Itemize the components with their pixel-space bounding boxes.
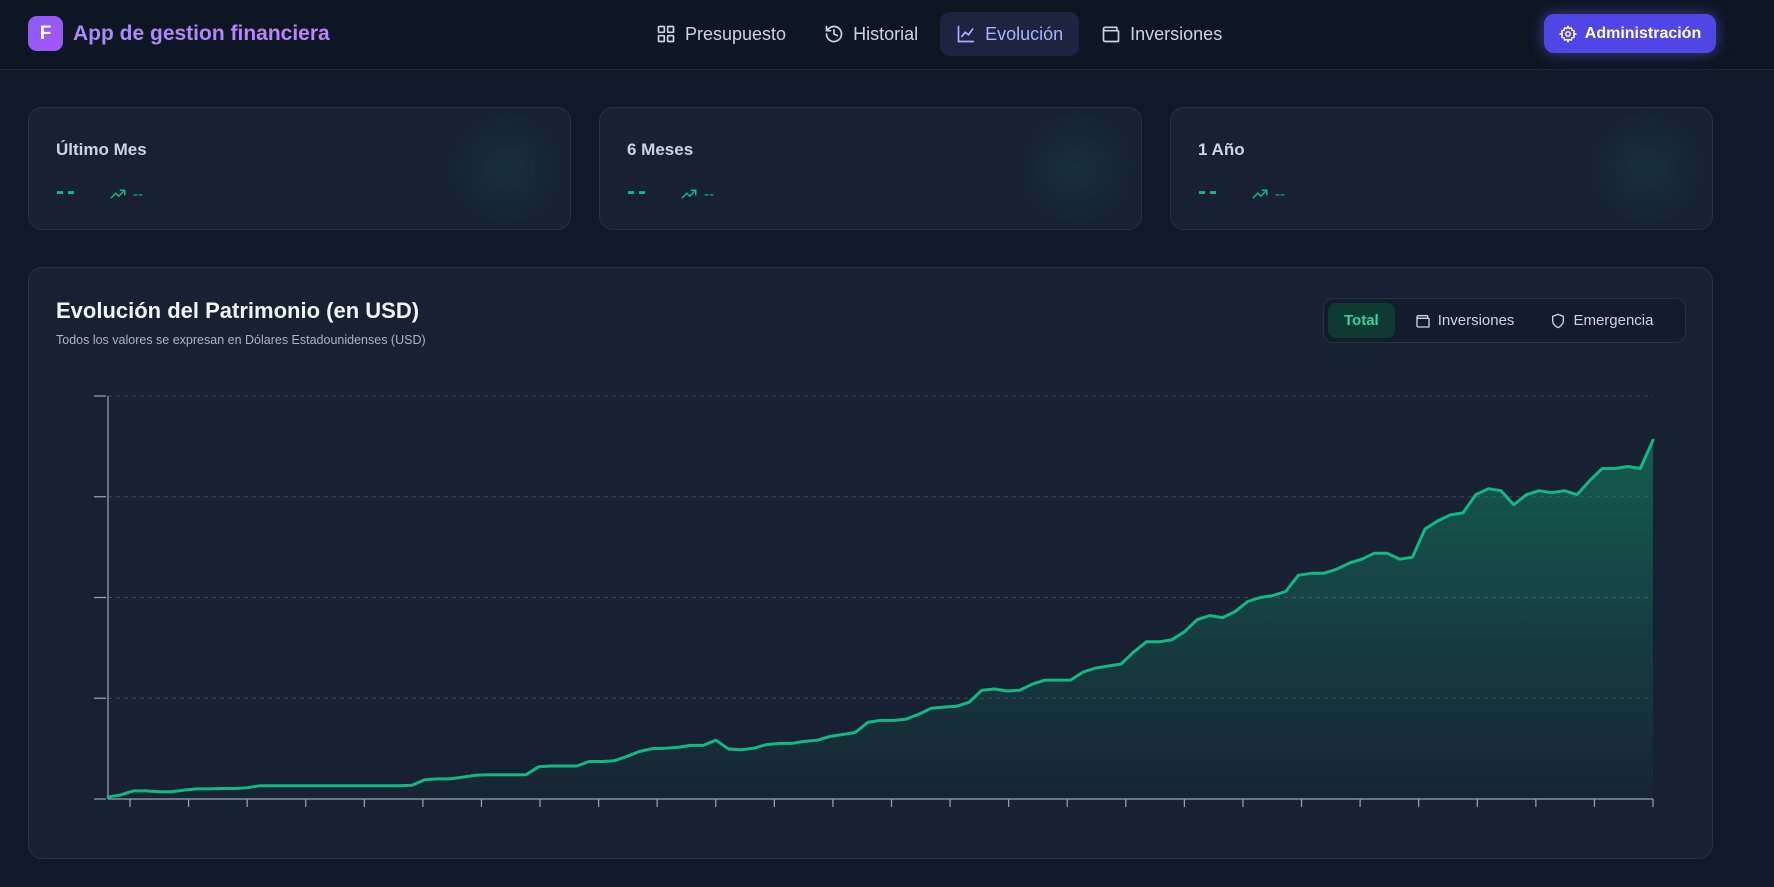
card-label: 6 Meses: [627, 140, 694, 159]
gear-icon: [1558, 24, 1577, 43]
wallet-icon: [1102, 26, 1120, 43]
stat-card-1-year: 1 Año -- --: [1170, 107, 1713, 230]
series-tab-label: Emergencia: [1573, 312, 1654, 329]
shield-icon: [1552, 313, 1565, 328]
trending-up-icon: [1252, 189, 1268, 199]
series-tab-label: Total: [1344, 312, 1379, 329]
card-label: 1 Año: [1198, 140, 1245, 159]
grid-lines: [108, 395, 1653, 699]
grid-icon: [657, 25, 675, 43]
nav-label: Inversiones: [1130, 23, 1223, 44]
brand[interactable]: F App de gestion financiera: [28, 16, 330, 51]
top-bar: F App de gestion financiera Presupuesto …: [0, 0, 1774, 70]
card-trend: --: [680, 185, 714, 203]
nav-label: Presupuesto: [685, 23, 787, 44]
chart-panel: Evolución del Patrimonio (en USD) Todos …: [28, 267, 1713, 859]
series-line: [106, 438, 1655, 799]
series-tab-emergencia[interactable]: Emergencia: [1534, 303, 1669, 338]
card-value: --: [56, 178, 78, 205]
line-chart-icon: [957, 25, 975, 43]
stat-card-6-months: 6 Meses -- --: [599, 107, 1142, 230]
card-label: Último Mes: [56, 140, 147, 159]
chart-title: Evolución del Patrimonio (en USD): [56, 298, 420, 323]
net-worth-chart: [94, 395, 1655, 807]
stat-card-last-month: Último Mes -- --: [28, 107, 571, 230]
nav-item-evolucion[interactable]: Evolución: [940, 12, 1080, 56]
app-title: App de gestion financiera: [73, 21, 330, 45]
card-value: --: [627, 178, 649, 205]
nav-item-presupuesto[interactable]: Presupuesto: [640, 12, 802, 56]
main-nav: Presupuesto Historial Evolución Inversio…: [640, 12, 1238, 56]
card-trend: --: [1251, 185, 1285, 203]
chart-subtitle: Todos los valores se expresan en Dólares…: [56, 333, 426, 347]
series-tab-inversiones[interactable]: Inversiones: [1399, 303, 1531, 338]
wallet-icon: [1416, 314, 1430, 328]
card-trend-value: --: [133, 185, 143, 203]
admin-button[interactable]: Administración: [1544, 14, 1716, 53]
series-tab-total[interactable]: Total: [1328, 303, 1395, 338]
trending-up-icon: [110, 189, 126, 199]
nav-item-historial[interactable]: Historial: [808, 12, 934, 56]
app-logo: F: [28, 16, 63, 51]
card-trend: --: [109, 185, 143, 203]
history-icon: [825, 25, 843, 43]
card-trend-value: --: [1275, 185, 1285, 203]
series-selector: Total Inversiones Emergencia: [1323, 298, 1686, 343]
nav-label: Evolución: [985, 23, 1064, 44]
admin-button-label: Administración: [1584, 24, 1702, 42]
card-value: --: [1198, 178, 1220, 205]
series-area: [108, 440, 1653, 799]
nav-item-inversiones[interactable]: Inversiones: [1085, 12, 1238, 56]
nav-label: Historial: [853, 23, 919, 44]
series-tab-label: Inversiones: [1437, 312, 1515, 329]
card-trend-value: --: [704, 185, 714, 203]
trending-up-icon: [681, 189, 697, 199]
